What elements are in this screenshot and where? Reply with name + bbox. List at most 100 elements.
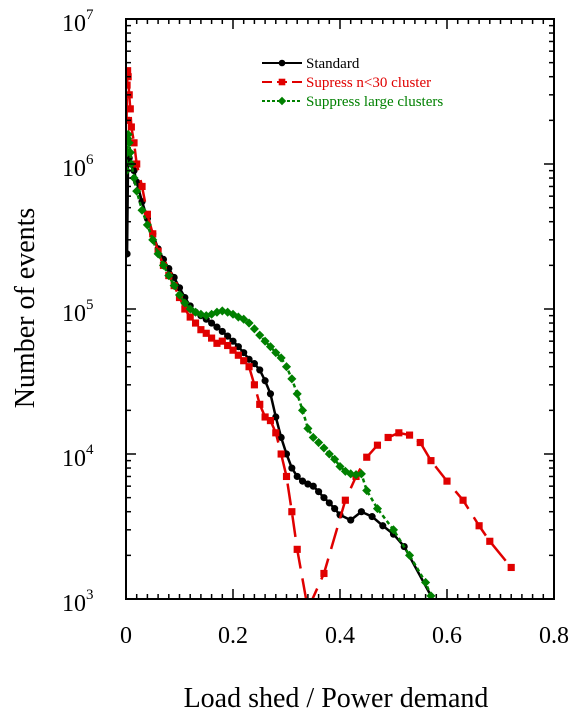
- data-point: [320, 494, 328, 502]
- legend-marker: [277, 96, 287, 106]
- data-point: [368, 513, 376, 521]
- data-point: [224, 341, 232, 350]
- data-point: [126, 147, 135, 158]
- data-point: [265, 342, 275, 352]
- data-point: [276, 353, 286, 363]
- data-point: [351, 470, 361, 480]
- data-point: [373, 441, 382, 449]
- legend-item: Supress n<30 cluster: [262, 75, 431, 91]
- data-point: [324, 449, 334, 459]
- data-point: [260, 336, 270, 346]
- data-point: [459, 496, 467, 504]
- y-tick-exponent: 5: [86, 297, 94, 313]
- x-tick-label: 0: [120, 623, 132, 649]
- data-point: [249, 324, 259, 334]
- data-point: [158, 260, 168, 270]
- data-point: [416, 438, 424, 447]
- data-point: [298, 405, 308, 415]
- data-point: [357, 508, 365, 516]
- data-point: [261, 377, 269, 385]
- data-point: [255, 330, 265, 340]
- data-point: [298, 477, 307, 485]
- data-point: [180, 298, 190, 308]
- x-axis-title: Load shed / Power demand: [184, 683, 489, 714]
- data-point: [250, 381, 258, 389]
- y-tick-exponent: 3: [86, 587, 94, 603]
- data-point: [426, 591, 436, 599]
- data-point: [234, 351, 242, 359]
- data-point: [293, 545, 301, 553]
- data-point: [388, 525, 399, 535]
- data-point: [137, 205, 147, 215]
- data-point: [331, 505, 339, 513]
- data-point: [330, 454, 340, 464]
- series-layer: [126, 67, 515, 599]
- data-point: [287, 374, 297, 384]
- data-point: [379, 522, 387, 530]
- data-point: [138, 182, 146, 191]
- data-point: [181, 305, 189, 313]
- data-point: [208, 334, 216, 342]
- data-point: [191, 307, 201, 317]
- data-point: [218, 337, 226, 345]
- data-point: [126, 138, 134, 148]
- data-point: [164, 271, 174, 281]
- data-point: [314, 437, 324, 448]
- data-point: [191, 319, 200, 327]
- data-point: [282, 472, 291, 481]
- legend-label: Suppress large clusters: [306, 94, 443, 110]
- data-point: [208, 319, 216, 327]
- data-point: [244, 318, 254, 328]
- data-point: [245, 363, 253, 371]
- data-point: [443, 477, 451, 485]
- x-tick-label: 0.8: [539, 623, 569, 649]
- data-point: [292, 389, 302, 399]
- data-point: [143, 210, 151, 218]
- legend: Standard Supress n<30 cluster Suppress lar…: [262, 56, 443, 110]
- data-point: [384, 433, 392, 442]
- data-point: [126, 67, 132, 75]
- data-point: [213, 339, 221, 347]
- legend-marker: [278, 59, 286, 67]
- data-point: [239, 314, 249, 324]
- data-point: [126, 81, 131, 89]
- data-point: [261, 413, 269, 421]
- y-tick-exponent: 4: [86, 442, 94, 458]
- legend-label: Standard: [306, 56, 360, 72]
- data-point: [218, 327, 226, 336]
- data-point: [356, 469, 366, 479]
- legend-label: Supress n<30 cluster: [306, 75, 431, 91]
- data-point: [315, 488, 323, 496]
- data-point: [421, 577, 431, 588]
- data-point: [272, 429, 280, 437]
- data-point: [427, 457, 435, 465]
- data-point: [341, 496, 349, 504]
- data-point: [308, 432, 318, 443]
- data-point: [335, 461, 345, 472]
- series-1: [126, 67, 515, 599]
- data-point: [347, 516, 355, 524]
- data-point: [507, 563, 515, 572]
- data-point: [486, 537, 494, 545]
- data-point: [132, 186, 142, 196]
- data-point: [346, 469, 356, 479]
- y-tick-label: 107: [62, 7, 94, 37]
- data-point: [325, 499, 333, 507]
- data-point: [142, 220, 152, 230]
- y-tick-exponent: 6: [86, 152, 94, 168]
- data-point: [288, 508, 296, 516]
- data-point: [202, 329, 210, 337]
- legend-marker: [278, 78, 286, 86]
- data-point: [475, 522, 483, 530]
- data-point: [126, 129, 133, 139]
- series-2: [126, 129, 436, 599]
- axes-layer: [125, 18, 555, 600]
- data-point: [148, 235, 158, 245]
- data-point: [223, 307, 233, 317]
- data-point: [405, 550, 415, 560]
- y-axis-title: Number of events: [10, 208, 41, 409]
- data-point: [174, 290, 185, 300]
- data-point: [186, 313, 194, 321]
